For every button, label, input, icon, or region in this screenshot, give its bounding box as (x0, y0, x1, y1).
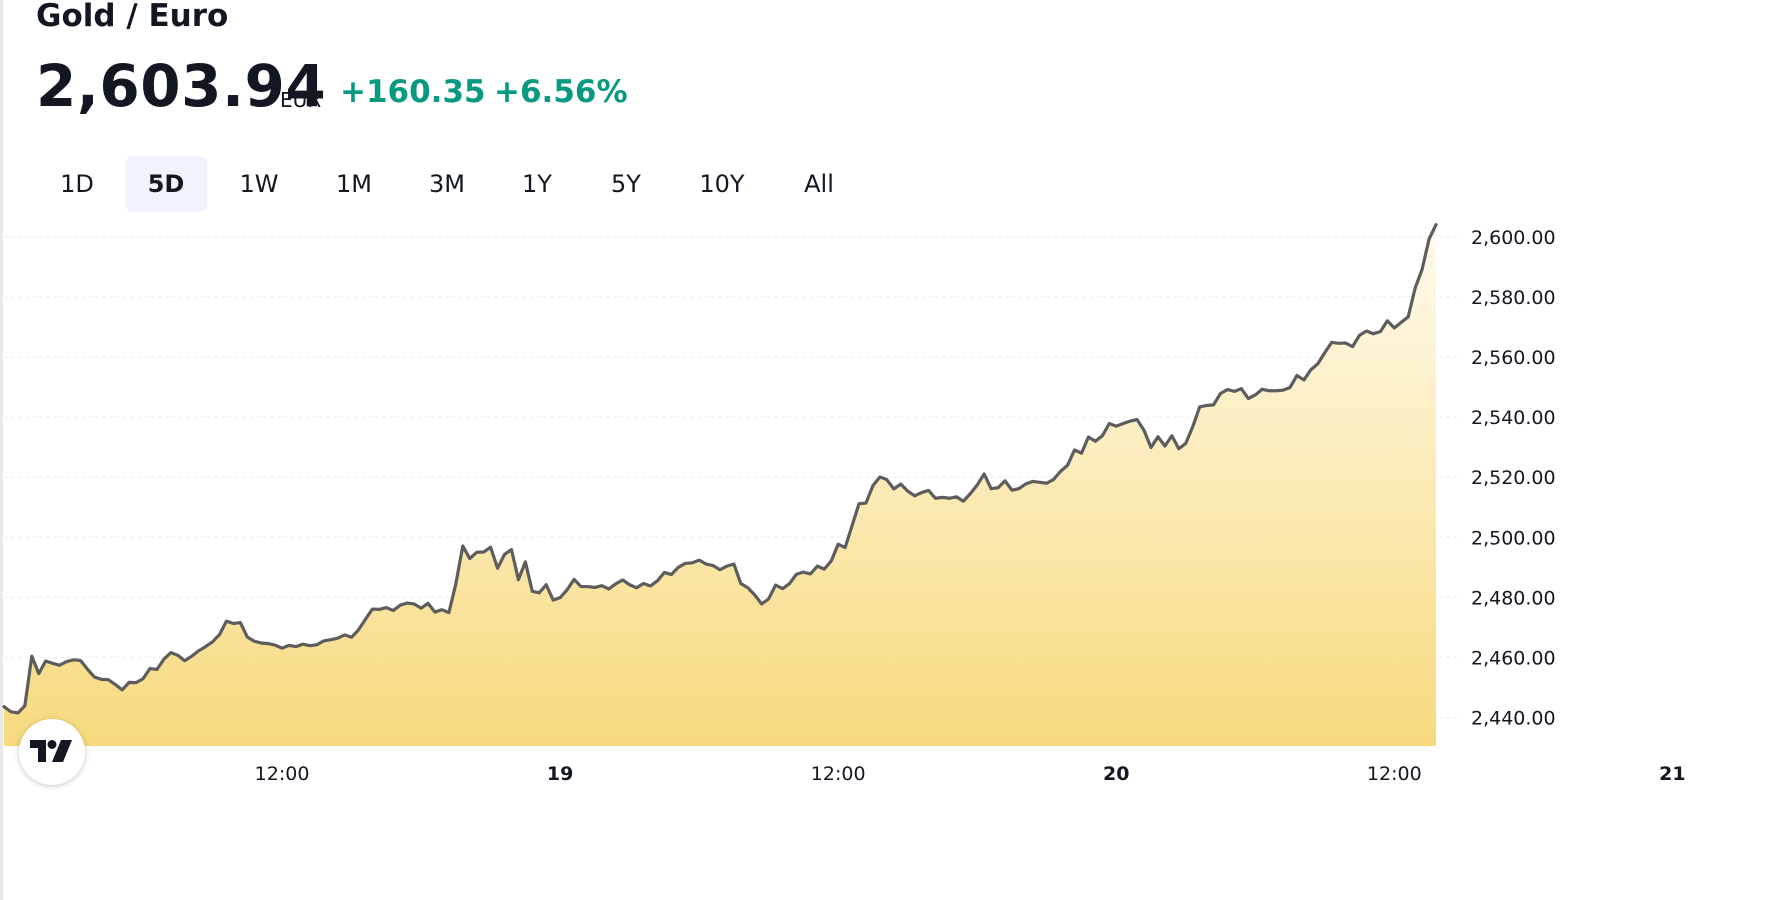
range-5y-button[interactable]: 5Y (611, 170, 641, 198)
y-tick-label: 2,580.00 (1471, 287, 1556, 309)
x-tick-label: 12:00 (255, 763, 310, 785)
range-1w-button[interactable]: 1W (239, 170, 279, 198)
price-change-percent: +6.56% (494, 74, 628, 110)
price-chart[interactable]: 2,600.00 2,580.00 2,560.00 2,540.00 2,520.00… (0, 222, 1770, 900)
left-border (0, 0, 3, 900)
y-tick-label: 2,600.00 (1471, 227, 1556, 249)
y-axis: 2,600.00 2,580.00 2,560.00 2,540.00 2,520.00… (1471, 227, 1556, 729)
range-10y-button[interactable]: 10Y (699, 170, 745, 198)
x-tick-label: 21 (1659, 763, 1685, 785)
price-area-fill (4, 224, 1436, 746)
currency-label: EUR (280, 88, 322, 112)
range-1d-button[interactable]: 1D (60, 170, 94, 198)
logo-glyph-icon (30, 740, 72, 762)
price-line (2, 223, 1438, 715)
y-tick-label: 2,540.00 (1471, 407, 1556, 429)
range-1m-button[interactable]: 1M (336, 170, 372, 198)
range-5d-button[interactable]: 5D (125, 156, 207, 212)
y-tick-label: 2,500.00 (1471, 527, 1556, 549)
range-3m-button[interactable]: 3M (429, 170, 465, 198)
x-tick-label: 12:00 (811, 763, 866, 785)
range-all-button[interactable]: All (804, 170, 834, 198)
y-tick-label: 2,440.00 (1471, 707, 1556, 729)
symbol-title: Gold / Euro (36, 0, 229, 34)
y-tick-label: 2,520.00 (1471, 467, 1556, 489)
x-tick-label: 20 (1103, 763, 1129, 785)
y-tick-label: 2,560.00 (1471, 347, 1556, 369)
price-change: +160.35 (340, 74, 486, 110)
last-price: 2,603.94 (36, 52, 327, 120)
tradingview-logo-icon[interactable] (19, 719, 85, 785)
range-1y-button[interactable]: 1Y (522, 170, 552, 198)
y-tick-label: 2,480.00 (1471, 587, 1556, 609)
x-tick-label: 12:00 (1367, 763, 1422, 785)
x-tick-label: 19 (547, 763, 573, 785)
y-tick-label: 2,460.00 (1471, 647, 1556, 669)
